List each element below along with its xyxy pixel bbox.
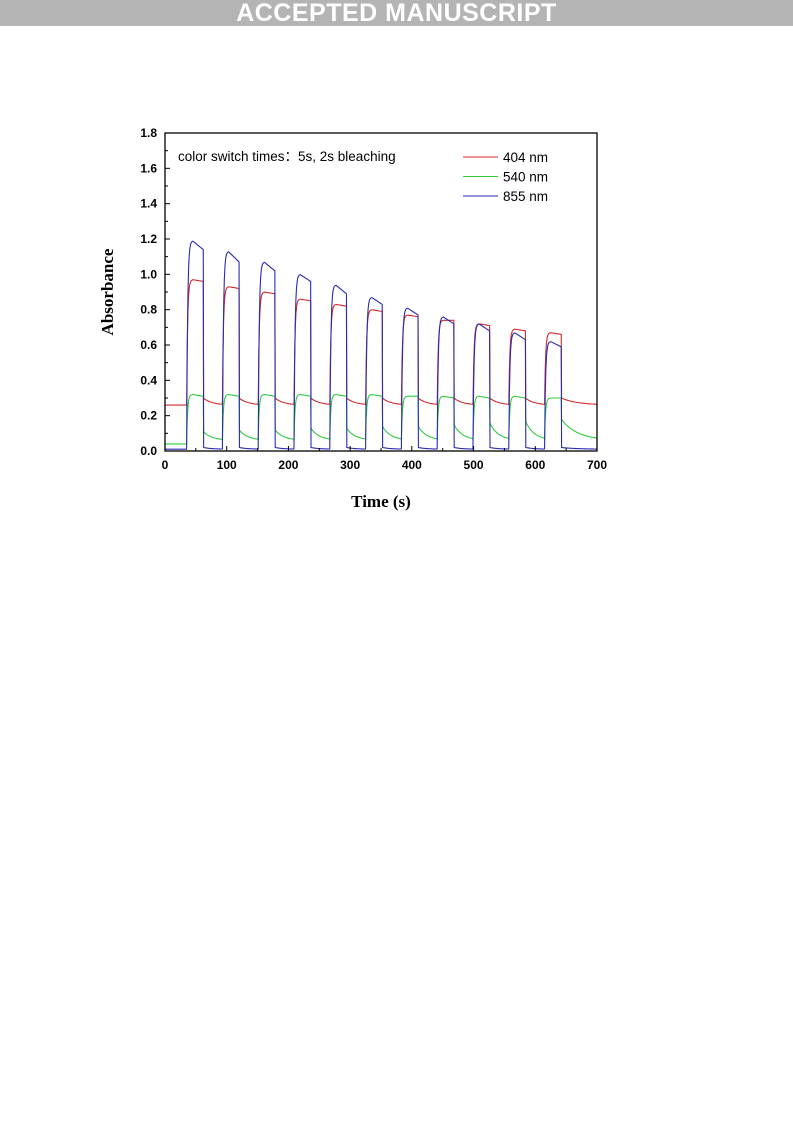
y-tick-label: 1.8	[140, 126, 157, 140]
y-tick-label: 0.4	[140, 373, 157, 387]
ticks-layer: 0 100 200 300 400 500 600 700 0.0 0.2 0.4 0.6 0.8 1.0…	[140, 126, 607, 472]
y-tick-label: 1.6	[140, 161, 157, 175]
y-tick-label: 0.0	[140, 444, 157, 458]
accepted-manuscript-banner: ACCEPTED MANUSCRIPT	[0, 0, 793, 26]
legend: 404 nm 540 nm 855 nm	[463, 150, 548, 204]
legend-label: 855 nm	[503, 189, 548, 204]
series-layer	[165, 240, 598, 450]
y-tick-label: 1.4	[140, 197, 157, 211]
y-tick-label: 0.8	[140, 303, 157, 317]
x-tick-label: 400	[402, 458, 422, 472]
y-tick-label: 1.0	[140, 267, 157, 281]
y-tick-label: 0.2	[140, 409, 157, 423]
y-tick-label: 1.2	[140, 232, 157, 246]
y-axis-title: Absorbance	[98, 248, 117, 335]
x-tick-label: 700	[587, 458, 607, 472]
legend-label: 404 nm	[503, 150, 548, 165]
x-tick-label: 600	[525, 458, 545, 472]
legend-label: 540 nm	[503, 170, 548, 185]
absorbance-chart: 0 100 200 300 400 500 600 700 0.0 0.2 0.4 0.6 0.8 1.0…	[98, 126, 607, 511]
chart-annotation: color switch times：5s, 2s bleaching	[178, 149, 396, 164]
series-line-0	[165, 279, 598, 406]
y-tick-label: 0.6	[140, 338, 157, 352]
x-tick-label: 100	[217, 458, 237, 472]
series-line-2	[165, 240, 598, 450]
series-line-1	[165, 394, 598, 445]
x-tick-label: 500	[464, 458, 484, 472]
x-tick-label: 200	[278, 458, 298, 472]
x-axis-title: Time (s)	[351, 492, 411, 511]
x-tick-label: 0	[162, 458, 169, 472]
x-tick-label: 300	[340, 458, 360, 472]
